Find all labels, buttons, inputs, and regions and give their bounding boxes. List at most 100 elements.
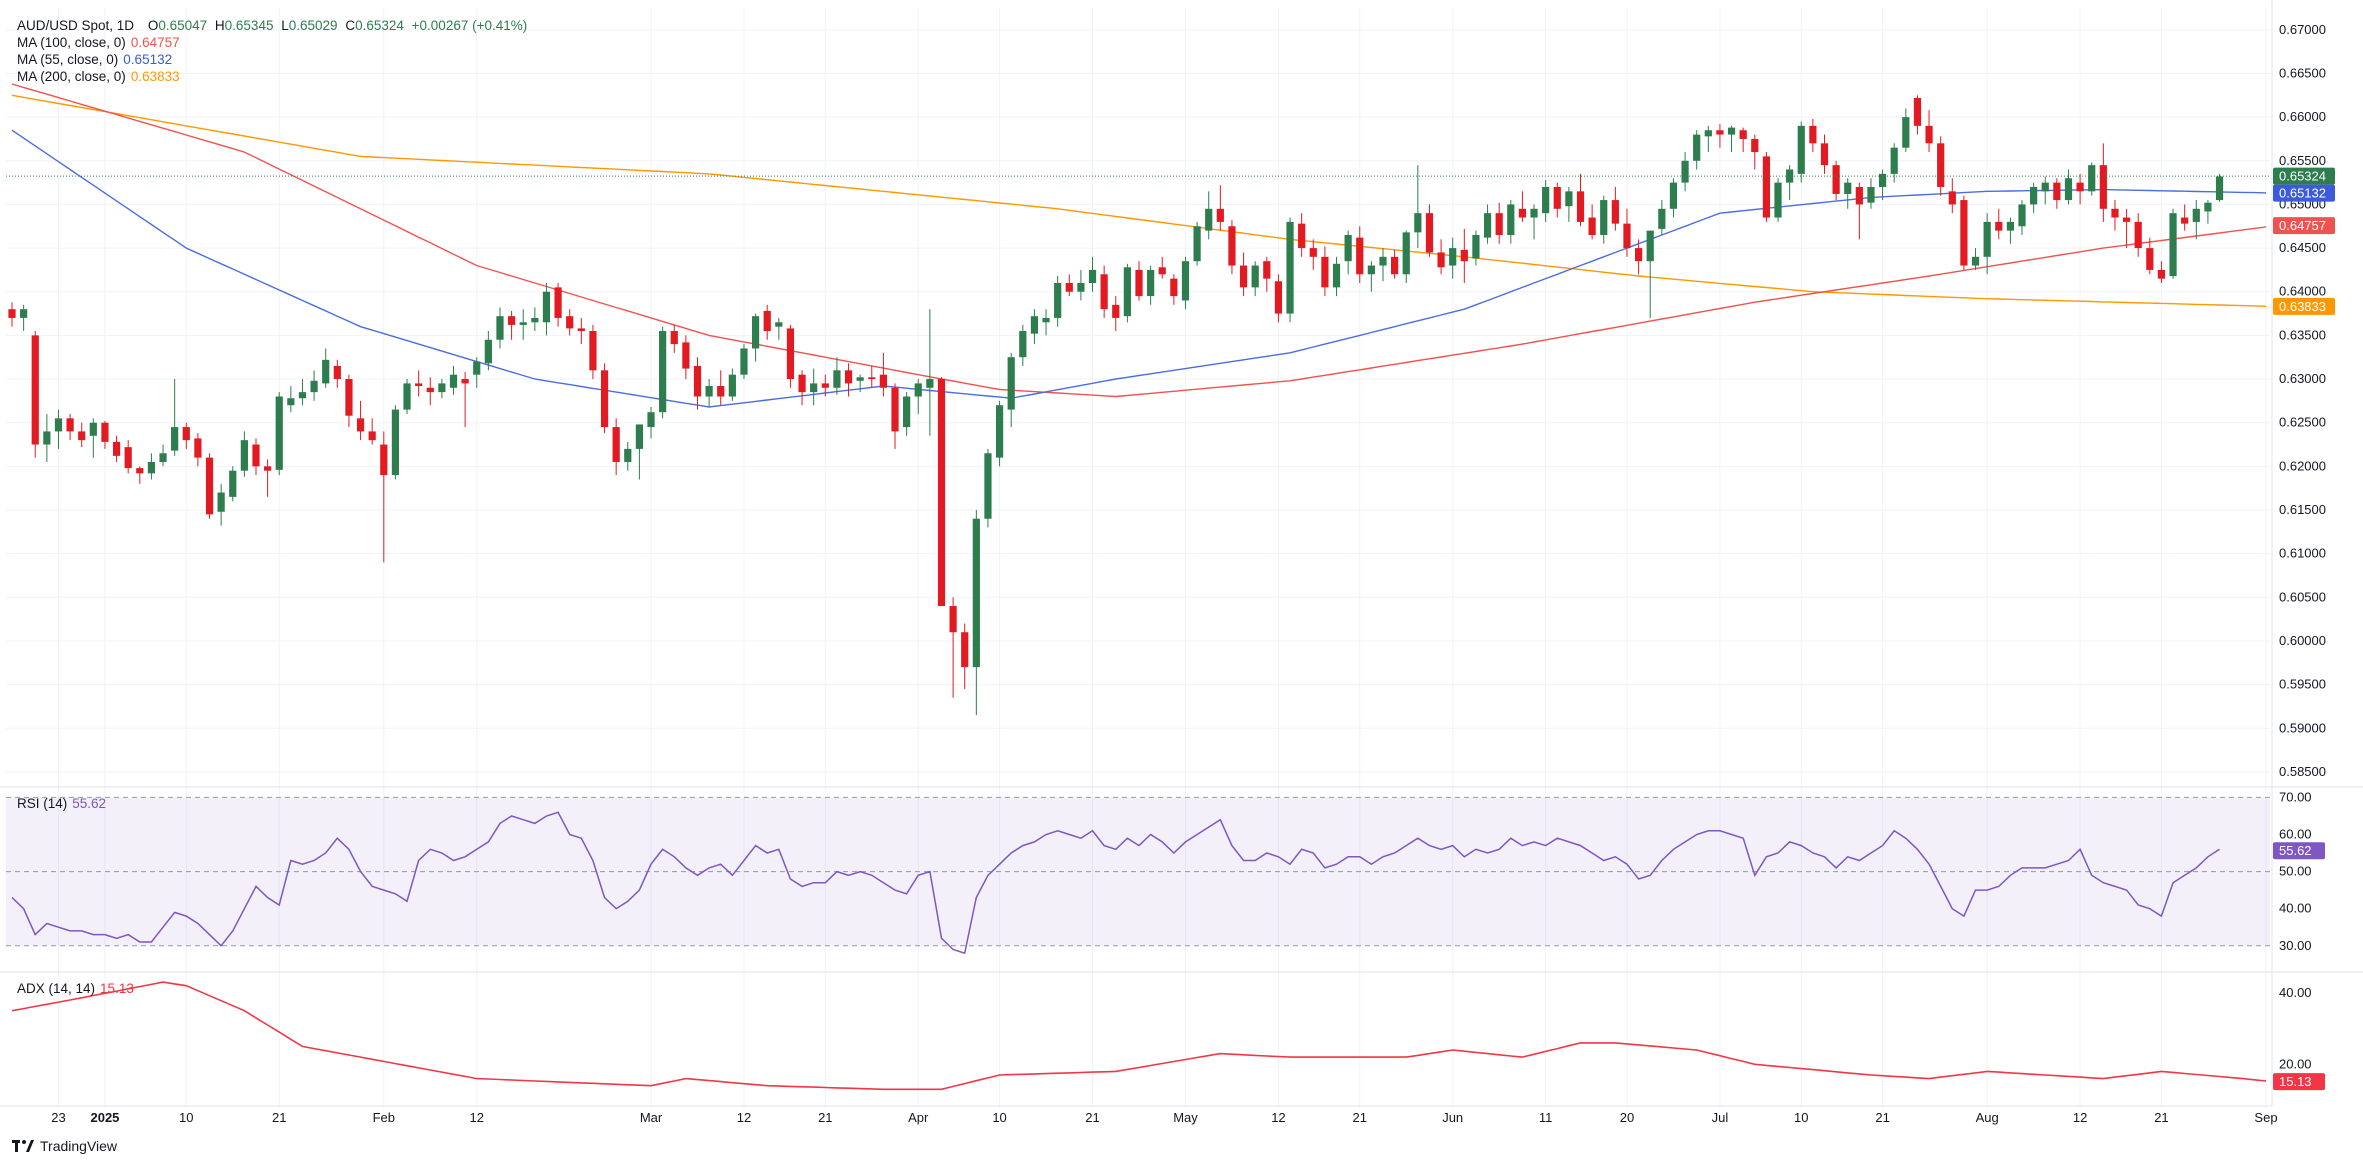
candle bbox=[380, 431, 388, 563]
candle bbox=[833, 357, 841, 395]
candle bbox=[659, 326, 667, 419]
candle bbox=[171, 379, 179, 456]
price-label-0.65132: 0.65132 bbox=[2279, 186, 2326, 201]
candle bbox=[949, 597, 957, 698]
x-tick-label-2025: 2025 bbox=[90, 1110, 119, 1125]
candle bbox=[1727, 125, 1736, 153]
candle bbox=[1925, 110, 1933, 153]
candle-body bbox=[717, 386, 725, 397]
price-label-bg bbox=[2273, 167, 2335, 185]
rsi-tick-label: 30.00 bbox=[2279, 938, 2312, 953]
candle-body bbox=[810, 383, 818, 393]
candle-body bbox=[1088, 269, 1097, 284]
x-tick-label-12: 12 bbox=[470, 1110, 484, 1125]
candle bbox=[1100, 265, 1108, 318]
candles-group bbox=[8, 95, 2224, 716]
candle bbox=[1844, 178, 1852, 209]
candle-body bbox=[356, 418, 365, 432]
candle-body bbox=[1786, 169, 1794, 183]
candle bbox=[298, 379, 307, 406]
price-tick-label: 0.61000 bbox=[2279, 546, 2326, 561]
candle bbox=[1542, 179, 1550, 222]
candle-body bbox=[101, 422, 109, 442]
x-tick-label-10: 10 bbox=[992, 1110, 1006, 1125]
legend-ma55[interactable]: MA (55, close, 0) 0.65132 bbox=[17, 51, 172, 68]
candle-body bbox=[484, 339, 492, 364]
candle-body bbox=[1762, 156, 1771, 218]
candle bbox=[2192, 200, 2200, 240]
candle-body bbox=[182, 427, 190, 441]
candle bbox=[972, 509, 980, 716]
candle-body bbox=[1251, 265, 1259, 288]
candle bbox=[740, 344, 748, 380]
candle-body bbox=[2053, 182, 2061, 201]
candle-body bbox=[1634, 248, 1643, 262]
legend-ma100[interactable]: MA (100, close, 0) 0.64757 bbox=[17, 34, 180, 51]
candle-body bbox=[821, 383, 829, 388]
candle bbox=[589, 324, 597, 380]
legend-adx[interactable]: ADX (14, 14) 15.13 bbox=[17, 980, 134, 997]
candle bbox=[1135, 261, 1143, 301]
candle-body bbox=[2181, 217, 2189, 224]
candle-body bbox=[368, 431, 376, 441]
candle bbox=[1274, 274, 1283, 323]
candle-body bbox=[322, 359, 330, 384]
candle-body bbox=[554, 287, 562, 318]
candle-body bbox=[903, 396, 911, 428]
candle bbox=[1298, 213, 1306, 257]
candle bbox=[252, 438, 260, 476]
candle-body bbox=[1077, 283, 1085, 292]
candle-body bbox=[1797, 125, 1805, 174]
candle bbox=[333, 359, 341, 388]
candle bbox=[1646, 230, 1654, 318]
price-label-0.64757: 0.64757 bbox=[2279, 218, 2326, 233]
ma200-line bbox=[11, 94, 2267, 307]
tradingview-logo-text: TradingView bbox=[40, 1138, 118, 1154]
candle-body bbox=[844, 370, 853, 384]
rsi-last-label: 55.62 bbox=[2279, 843, 2312, 858]
candle-body bbox=[1809, 125, 1817, 144]
rsi-label: RSI (14) bbox=[17, 796, 68, 811]
candle-body bbox=[1019, 331, 1027, 358]
candle bbox=[728, 368, 736, 401]
candle-body bbox=[566, 316, 574, 329]
candle bbox=[2215, 173, 2224, 202]
candle bbox=[1263, 256, 1271, 292]
candle bbox=[1751, 134, 1759, 170]
candle bbox=[1065, 274, 1073, 297]
candle bbox=[1205, 191, 1213, 240]
candle-body bbox=[43, 431, 51, 445]
candle bbox=[554, 283, 562, 327]
candle bbox=[159, 444, 167, 467]
candle bbox=[1321, 246, 1329, 297]
price-tick-label: 0.63500 bbox=[2279, 327, 2326, 342]
ohlc-close-value: 0.65324 bbox=[355, 18, 404, 33]
candle bbox=[1681, 152, 1689, 192]
candle-body bbox=[252, 444, 260, 467]
candle bbox=[670, 324, 678, 353]
price-tick-label: 0.66000 bbox=[2279, 109, 2326, 124]
candle bbox=[182, 422, 190, 449]
candle bbox=[1553, 182, 1561, 218]
candle bbox=[810, 368, 818, 406]
x-tick-label-12: 12 bbox=[737, 1110, 751, 1125]
candle bbox=[1181, 256, 1190, 310]
legend-rsi[interactable]: RSI (14) 55.62 bbox=[17, 795, 106, 812]
candle bbox=[1867, 178, 1875, 209]
candle bbox=[136, 466, 144, 484]
ohlc-high-label: H bbox=[214, 18, 225, 33]
candle-body bbox=[1820, 143, 1829, 166]
tradingview-logo[interactable]: TradingView bbox=[12, 1138, 117, 1154]
ma200-value: 0.63833 bbox=[130, 69, 180, 84]
candle bbox=[786, 324, 795, 388]
candle-body bbox=[624, 448, 632, 462]
candle bbox=[229, 466, 237, 502]
candle-body bbox=[612, 427, 620, 462]
candle-body bbox=[542, 291, 551, 323]
candle bbox=[1414, 165, 1422, 249]
candle-body bbox=[1867, 186, 1875, 203]
candle-body bbox=[1391, 256, 1399, 275]
legend-ma200[interactable]: MA (200, close, 0) 0.63833 bbox=[17, 68, 180, 85]
candle-body bbox=[287, 398, 295, 406]
